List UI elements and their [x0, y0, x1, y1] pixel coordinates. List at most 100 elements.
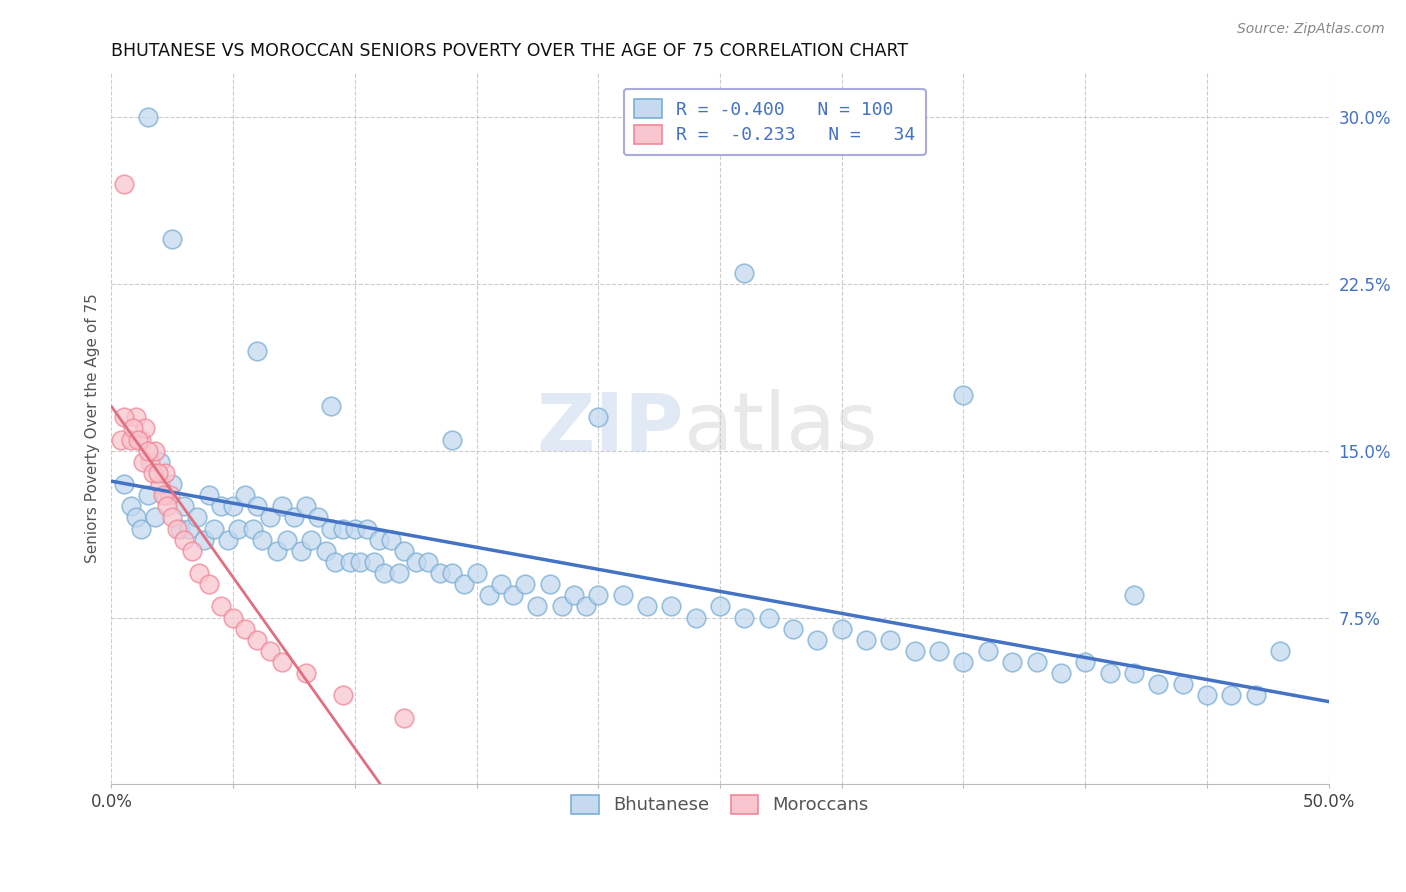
Point: [332, 522, 354, 536]
Point: [332, 689, 354, 703]
Point: [831, 622, 853, 636]
Point: [977, 644, 1000, 658]
Point: [120, 500, 142, 514]
Point: [1268, 644, 1291, 658]
Point: [193, 533, 215, 547]
Point: [368, 533, 391, 547]
Point: [429, 566, 451, 580]
Point: [879, 632, 901, 647]
Point: [290, 543, 312, 558]
Point: [1050, 666, 1073, 681]
Point: [246, 343, 269, 358]
Point: [149, 455, 172, 469]
Point: [307, 510, 329, 524]
Point: [270, 500, 292, 514]
Point: [489, 577, 512, 591]
Point: [152, 488, 174, 502]
Y-axis label: Seniors Poverty Over the Age of 75: Seniors Poverty Over the Age of 75: [86, 293, 100, 564]
Point: [339, 555, 361, 569]
Point: [295, 666, 318, 681]
Point: [125, 510, 148, 524]
Point: [209, 599, 232, 614]
Point: [173, 533, 195, 547]
Point: [1098, 666, 1121, 681]
Point: [453, 577, 475, 591]
Legend: Bhutanese, Moroccans: Bhutanese, Moroccans: [561, 784, 879, 825]
Point: [806, 632, 828, 647]
Point: [112, 477, 135, 491]
Point: [112, 177, 135, 191]
Point: [295, 500, 318, 514]
Point: [299, 533, 322, 547]
Point: [169, 522, 191, 536]
Point: [904, 644, 927, 658]
Point: [226, 522, 249, 536]
Point: [143, 510, 166, 524]
Point: [515, 577, 537, 591]
Point: [363, 555, 385, 569]
Point: [186, 510, 208, 524]
Point: [153, 466, 176, 480]
Point: [685, 610, 707, 624]
Point: [392, 711, 415, 725]
Point: [139, 455, 162, 469]
Point: [143, 443, 166, 458]
Point: [120, 433, 142, 447]
Point: [179, 522, 201, 536]
Point: [136, 488, 159, 502]
Point: [222, 500, 245, 514]
Point: [1171, 677, 1194, 691]
Point: [197, 488, 219, 502]
Point: [1147, 677, 1170, 691]
Point: [416, 555, 439, 569]
Point: [233, 488, 256, 502]
Point: [136, 110, 159, 124]
Point: [733, 610, 755, 624]
Point: [405, 555, 427, 569]
Point: [222, 610, 245, 624]
Point: [166, 522, 188, 536]
Point: [659, 599, 682, 614]
Point: [526, 599, 548, 614]
Point: [1074, 655, 1097, 669]
Point: [242, 522, 264, 536]
Point: [217, 533, 239, 547]
Text: Source: ZipAtlas.com: Source: ZipAtlas.com: [1237, 22, 1385, 37]
Point: [132, 455, 155, 469]
Point: [1122, 666, 1144, 681]
Point: [173, 500, 195, 514]
Point: [153, 488, 176, 502]
Point: [233, 622, 256, 636]
Point: [575, 599, 598, 614]
Text: BHUTANESE VS MOROCCAN SENIORS POVERTY OVER THE AGE OF 75 CORRELATION CHART: BHUTANESE VS MOROCCAN SENIORS POVERTY OV…: [111, 42, 908, 60]
Point: [855, 632, 877, 647]
Point: [146, 466, 169, 480]
Point: [1220, 689, 1243, 703]
Point: [136, 443, 159, 458]
Point: [1244, 689, 1267, 703]
Point: [162, 510, 184, 524]
Point: [588, 588, 610, 602]
Point: [159, 488, 181, 502]
Point: [636, 599, 658, 614]
Point: [180, 543, 202, 558]
Point: [270, 655, 292, 669]
Point: [782, 622, 804, 636]
Point: [465, 566, 488, 580]
Point: [356, 522, 378, 536]
Point: [952, 388, 974, 402]
Point: [349, 555, 371, 569]
Point: [246, 632, 269, 647]
Point: [1001, 655, 1024, 669]
Point: [252, 533, 274, 547]
Point: [156, 500, 179, 514]
Point: [392, 543, 415, 558]
Point: [202, 522, 225, 536]
Point: [315, 543, 337, 558]
Point: [209, 500, 232, 514]
Point: [129, 522, 152, 536]
Point: [197, 577, 219, 591]
Point: [325, 555, 347, 569]
Point: [162, 232, 184, 246]
Point: [588, 410, 610, 425]
